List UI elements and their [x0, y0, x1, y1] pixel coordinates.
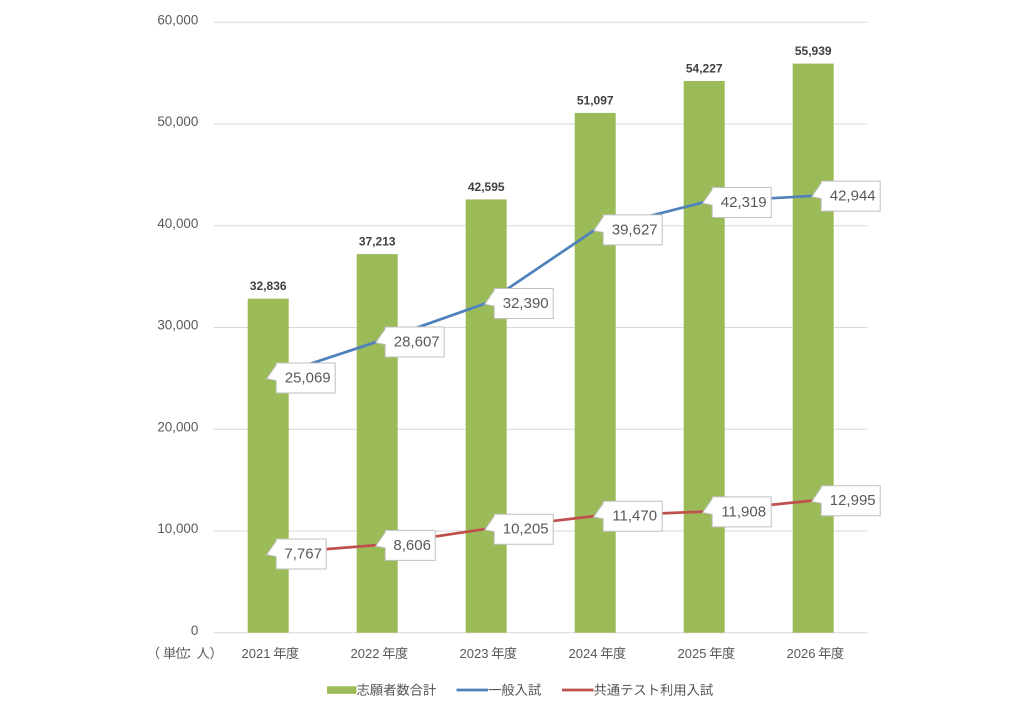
svg-text:20,000: 20,000 [157, 419, 198, 434]
svg-text:30,000: 30,000 [157, 318, 198, 333]
svg-text:2025: 2025 [678, 646, 707, 661]
svg-text:39,627: 39,627 [612, 221, 658, 238]
svg-text:0: 0 [191, 623, 198, 638]
svg-text:60,000: 60,000 [157, 13, 198, 28]
svg-text:2021: 2021 [242, 646, 271, 661]
svg-text:2024: 2024 [569, 646, 598, 661]
svg-text:7,767: 7,767 [284, 545, 322, 562]
svg-text:8,606: 8,606 [393, 537, 431, 554]
svg-text:50,000: 50,000 [157, 114, 198, 129]
svg-text:40,000: 40,000 [157, 216, 198, 231]
svg-text:42,319: 42,319 [721, 194, 767, 211]
svg-text:42,944: 42,944 [830, 188, 876, 205]
svg-text:51,097: 51,097 [577, 93, 614, 107]
svg-text:10,205: 10,205 [503, 521, 549, 538]
svg-text:2022: 2022 [351, 646, 380, 661]
svg-text:2023: 2023 [460, 646, 489, 661]
svg-text:10,000: 10,000 [157, 521, 198, 536]
svg-text:32,836: 32,836 [250, 279, 287, 293]
svg-text:11,908: 11,908 [721, 503, 766, 520]
svg-text:25,069: 25,069 [285, 369, 331, 386]
svg-text:32,390: 32,390 [503, 295, 549, 312]
svg-text:28,607: 28,607 [394, 333, 440, 350]
svg-text:12,995: 12,995 [830, 492, 876, 509]
svg-text:54,227: 54,227 [686, 62, 723, 76]
svg-text:2026: 2026 [787, 646, 816, 661]
svg-text:42,595: 42,595 [468, 180, 505, 194]
svg-text:11,470: 11,470 [612, 508, 657, 525]
svg-text:55,939: 55,939 [795, 44, 832, 58]
svg-text:37,213: 37,213 [359, 235, 396, 249]
